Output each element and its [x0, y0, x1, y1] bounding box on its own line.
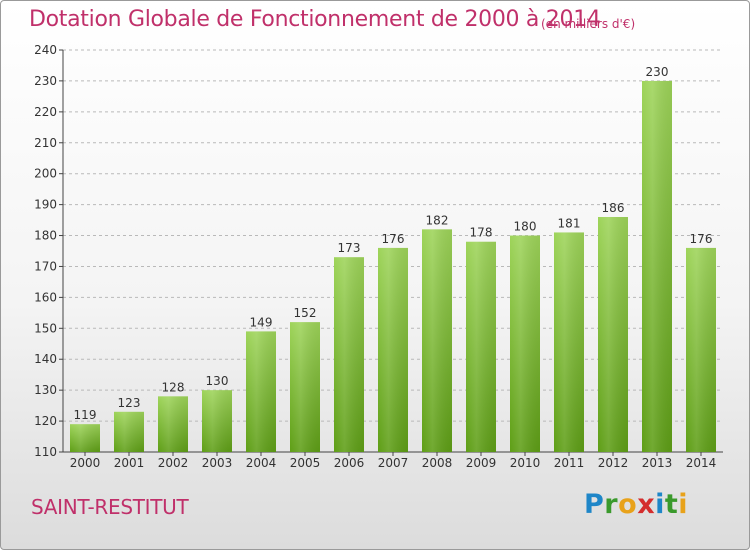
bar-highlight — [378, 247, 408, 452]
bar-highlight — [290, 322, 320, 452]
y-tick-label: 150 — [34, 321, 57, 335]
axes: 110 120 130 140 150 160 170 180 190 200 210 220 230 2… — [34, 43, 723, 470]
data-labels: 119 123 128 130 149 152 173 176 182 178 180 181 186 2… — [74, 65, 713, 422]
bar-highlight — [422, 229, 452, 452]
y-tick-label: 160 — [34, 290, 57, 304]
x-tick-label: 2011 — [554, 456, 585, 470]
commune-name: SAINT-RESTITUT — [31, 495, 189, 519]
bar-highlight — [158, 396, 188, 452]
x-tick-label: 2014 — [686, 456, 717, 470]
y-tick-label: 220 — [34, 105, 57, 119]
chart-title: Dotation Globale de Fonctionnement de 20… — [29, 7, 601, 32]
data-label: 180 — [514, 220, 537, 234]
data-label: 123 — [118, 396, 141, 410]
y-tick-label: 130 — [34, 383, 57, 397]
bar-highlight — [466, 241, 496, 452]
data-label: 181 — [558, 216, 581, 230]
data-label: 130 — [206, 374, 229, 388]
bar-highlight — [642, 80, 672, 452]
logo-letter: i — [678, 489, 689, 520]
data-label: 128 — [162, 380, 185, 394]
logo-letter: t — [664, 489, 679, 520]
data-label: 119 — [74, 408, 97, 422]
y-tick-label: 140 — [34, 352, 57, 366]
y-tick-label: 120 — [34, 414, 57, 428]
y-tick-label: 230 — [34, 74, 57, 88]
y-tick-label: 210 — [34, 136, 57, 150]
x-tick-label: 2005 — [290, 456, 321, 470]
y-tick-label: 180 — [34, 229, 57, 243]
x-tick-label: 2012 — [598, 456, 629, 470]
bar-highlight — [510, 235, 540, 452]
proxiti-logo: Proxiti — [584, 489, 688, 520]
data-label: 176 — [690, 232, 713, 246]
bar-highlight — [202, 390, 232, 452]
bar-highlight — [686, 247, 716, 452]
x-tick-label: 2009 — [466, 456, 497, 470]
logo-letter: x — [637, 489, 656, 520]
x-tick-label: 2001 — [114, 456, 145, 470]
x-tick-label: 2006 — [334, 456, 365, 470]
bar-highlight — [70, 424, 100, 452]
bar-highlight — [246, 331, 276, 452]
x-tick-label: 2003 — [202, 456, 233, 470]
x-tick-label: 2000 — [70, 456, 101, 470]
logo-letter: r — [604, 489, 619, 520]
data-label: 173 — [338, 241, 361, 255]
data-label: 176 — [382, 232, 405, 246]
x-tick-label: 2008 — [422, 456, 453, 470]
data-label: 230 — [646, 65, 669, 79]
bar-highlight — [598, 216, 628, 452]
logo-letter: i — [655, 489, 665, 520]
logo-letter: P — [584, 489, 605, 520]
x-tick-label: 2004 — [246, 456, 277, 470]
bar-highlight — [334, 257, 364, 452]
y-tick-label: 190 — [34, 198, 57, 212]
y-tick-label: 170 — [34, 259, 57, 273]
x-tick-label: 2013 — [642, 456, 673, 470]
x-tick-label: 2010 — [510, 456, 541, 470]
bar-highlight — [554, 232, 584, 452]
y-tick-label: 200 — [34, 167, 57, 181]
bar-highlight — [114, 411, 144, 452]
data-label: 182 — [426, 213, 449, 227]
logo-letter: o — [618, 489, 638, 520]
bars — [70, 80, 716, 452]
data-label: 186 — [602, 201, 625, 215]
chart-subtitle: (en milliers d'€) — [541, 17, 636, 31]
data-label: 178 — [470, 226, 493, 240]
x-tick-label: 2002 — [158, 456, 189, 470]
y-tick-label: 240 — [34, 43, 57, 57]
data-label: 152 — [294, 306, 317, 320]
y-tick-label: 110 — [34, 445, 57, 459]
data-label: 149 — [250, 315, 273, 329]
x-tick-label: 2007 — [378, 456, 409, 470]
